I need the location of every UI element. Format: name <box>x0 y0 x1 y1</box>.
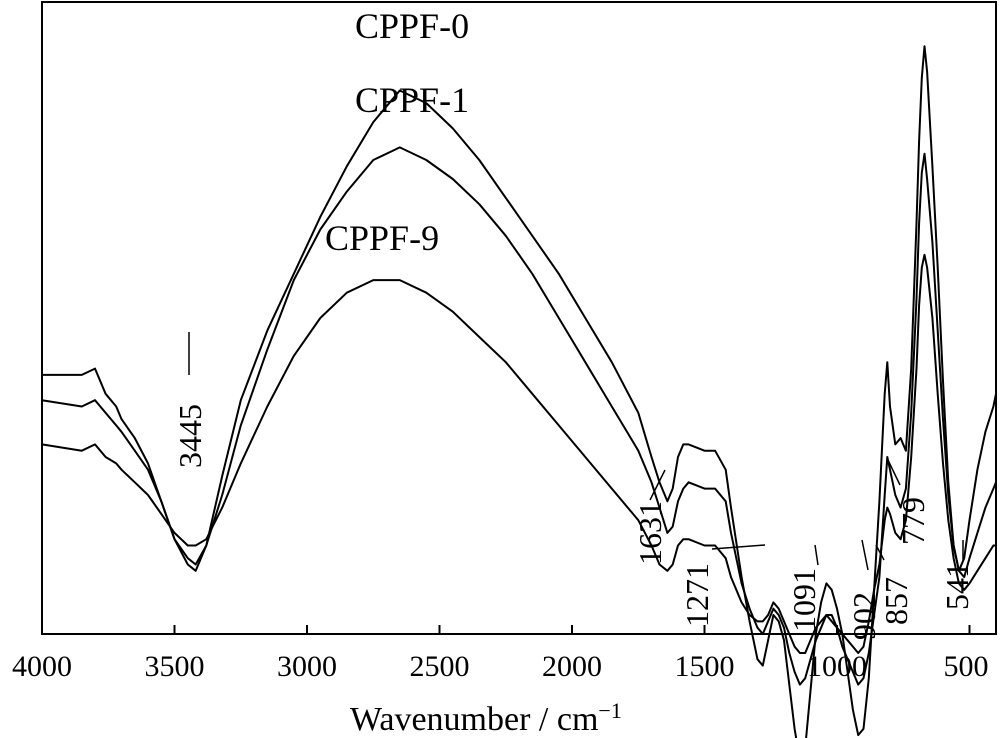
peak-label-902: 902 <box>846 592 882 640</box>
x-tick-label-1500: 1500 <box>675 650 735 683</box>
leader-1271 <box>711 544 766 550</box>
x-axis-title-text: Wavenumber / cm <box>350 701 598 738</box>
x-tick-label-2000: 2000 <box>542 650 602 683</box>
peak-label-3445: 3445 <box>172 404 208 468</box>
x-tick-label-3500: 3500 <box>145 650 205 683</box>
series-line-cppf-9 <box>41 253 996 654</box>
x-tick-label-2500: 2500 <box>410 650 470 683</box>
series-label-cppf-0: CPPF-0 <box>355 6 469 46</box>
x-tick-label-1000: 1000 <box>807 650 867 683</box>
peak-label-541: 541 <box>939 562 975 610</box>
peak-annotations: 3445 1631 1271 1091 902 857 779 541 <box>172 332 975 640</box>
peak-label-1631: 1631 <box>632 501 668 565</box>
leader-902 <box>861 539 869 571</box>
x-axis-title-superscript: −1 <box>598 698 621 723</box>
x-axis-ticks <box>41 625 971 634</box>
x-axis-title: Wavenumber / cm−1 <box>350 698 622 738</box>
series-line-cppf-1 <box>41 146 997 686</box>
peak-label-1091: 1091 <box>786 568 822 632</box>
series-curves <box>41 45 997 738</box>
leader-1631 <box>649 469 666 501</box>
leader-857 <box>875 544 885 561</box>
x-axis-tick-labels: 4000 3500 3000 2500 2000 1500 1000 500 <box>12 650 989 683</box>
leader-779 <box>887 459 901 486</box>
series-line-cppf-0 <box>42 45 997 738</box>
peak-label-1271: 1271 <box>679 563 715 627</box>
peak-label-779: 779 <box>895 497 931 545</box>
peak-label-857: 857 <box>878 577 914 625</box>
series-label-cppf-1: CPPF-1 <box>355 80 469 120</box>
x-tick-label-4000: 4000 <box>12 650 72 683</box>
series-label-cppf-9: CPPF-9 <box>325 218 439 258</box>
x-tick-label-500: 500 <box>944 650 989 683</box>
x-tick-label-3000: 3000 <box>277 650 337 683</box>
leader-1091 <box>814 544 819 566</box>
plot-frame <box>41 1 997 635</box>
